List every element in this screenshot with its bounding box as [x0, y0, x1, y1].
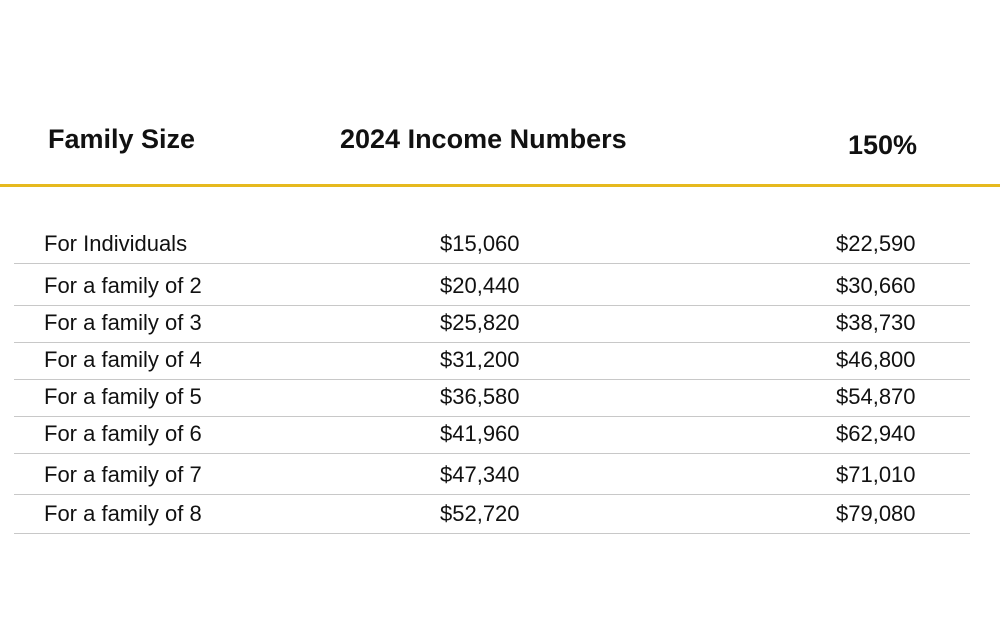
family-size-cell: For a family of 8 — [44, 501, 202, 526]
income-cell: $31,200 — [440, 347, 520, 372]
income-cell: $20,440 — [440, 273, 520, 298]
income-cell: $52,720 — [440, 501, 520, 526]
family-size-cell: For a family of 2 — [44, 273, 202, 298]
header-150-percent: 150% — [848, 130, 918, 160]
table-body: For Individuals $15,060 $22,590 For a famil… — [0, 226, 1000, 534]
150-percent-cell: $62,940 — [836, 421, 916, 446]
family-size-cell: For a family of 6 — [44, 421, 202, 446]
150-percent-cell: $46,800 — [836, 347, 916, 372]
table-row: For a family of 7 $47,340 $71,010 — [14, 454, 970, 495]
table-row: For a family of 8 $52,720 $79,080 — [14, 495, 970, 534]
table-row: For a family of 4 $31,200 $46,800 — [14, 343, 970, 380]
family-size-cell: For a family of 3 — [44, 310, 202, 335]
income-cell: $36,580 — [440, 384, 520, 409]
income-cell: $41,960 — [440, 421, 520, 446]
family-size-cell: For a family of 7 — [44, 462, 202, 487]
family-size-cell: For a family of 5 — [44, 384, 202, 409]
family-size-cell: For Individuals — [44, 231, 188, 256]
150-percent-cell: $22,590 — [836, 231, 916, 256]
income-cell: $15,060 — [440, 231, 520, 256]
table-row: For a family of 5 $36,580 $54,870 — [14, 380, 970, 417]
income-cell: $25,820 — [440, 310, 520, 335]
table-header: Family Size 2024 Income Numbers 150% — [0, 120, 1000, 160]
150-percent-cell: $71,010 — [836, 462, 916, 487]
header-income-numbers: 2024 Income Numbers — [340, 124, 627, 154]
150-percent-cell: $30,660 — [836, 273, 916, 298]
header-family-size: Family Size — [48, 124, 196, 154]
150-percent-cell: $38,730 — [836, 310, 916, 335]
table-row: For a family of 6 $41,960 $62,940 — [14, 417, 970, 454]
family-size-cell: For a family of 4 — [44, 347, 202, 372]
table-row: For a family of 2 $20,440 $30,660 — [14, 264, 970, 306]
header-divider — [0, 184, 1000, 187]
150-percent-cell: $54,870 — [836, 384, 916, 409]
table-row: For Individuals $15,060 $22,590 — [14, 226, 970, 264]
table-row: For a family of 3 $25,820 $38,730 — [14, 306, 970, 343]
income-cell: $47,340 — [440, 462, 520, 487]
150-percent-cell: $79,080 — [836, 501, 916, 526]
